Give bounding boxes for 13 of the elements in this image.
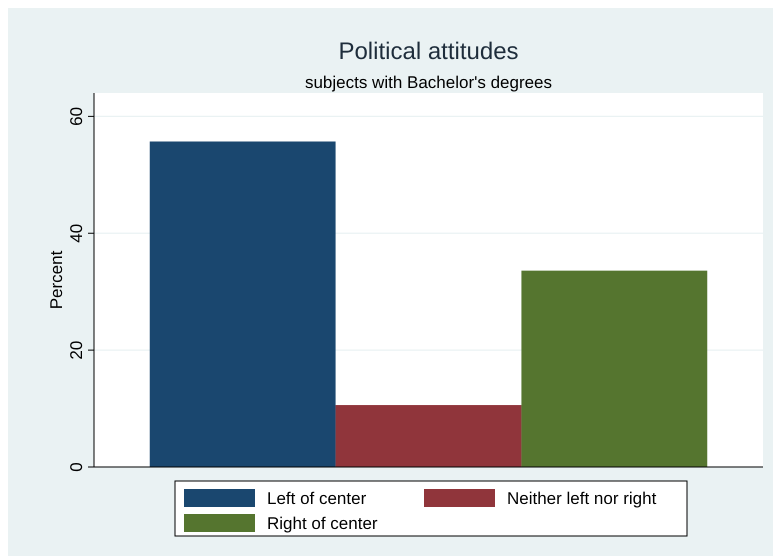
- y-tick-label: 60: [67, 106, 86, 126]
- y-tick-label: 20: [67, 340, 86, 360]
- y-tick-label: 0: [67, 462, 86, 472]
- legend-label: Left of center: [267, 489, 367, 508]
- chart-subtitle: subjects with Bachelor's degrees: [304, 73, 552, 92]
- legend-label: Neither left nor right: [507, 489, 657, 508]
- y-tick-label: 40: [67, 224, 86, 243]
- bar: [336, 405, 522, 467]
- chart-title: Political attitudes: [338, 38, 519, 65]
- bar: [521, 270, 708, 467]
- bar: [150, 142, 336, 467]
- legend-label: Right of center: [267, 514, 378, 533]
- y-axis-title: Percent: [47, 250, 66, 310]
